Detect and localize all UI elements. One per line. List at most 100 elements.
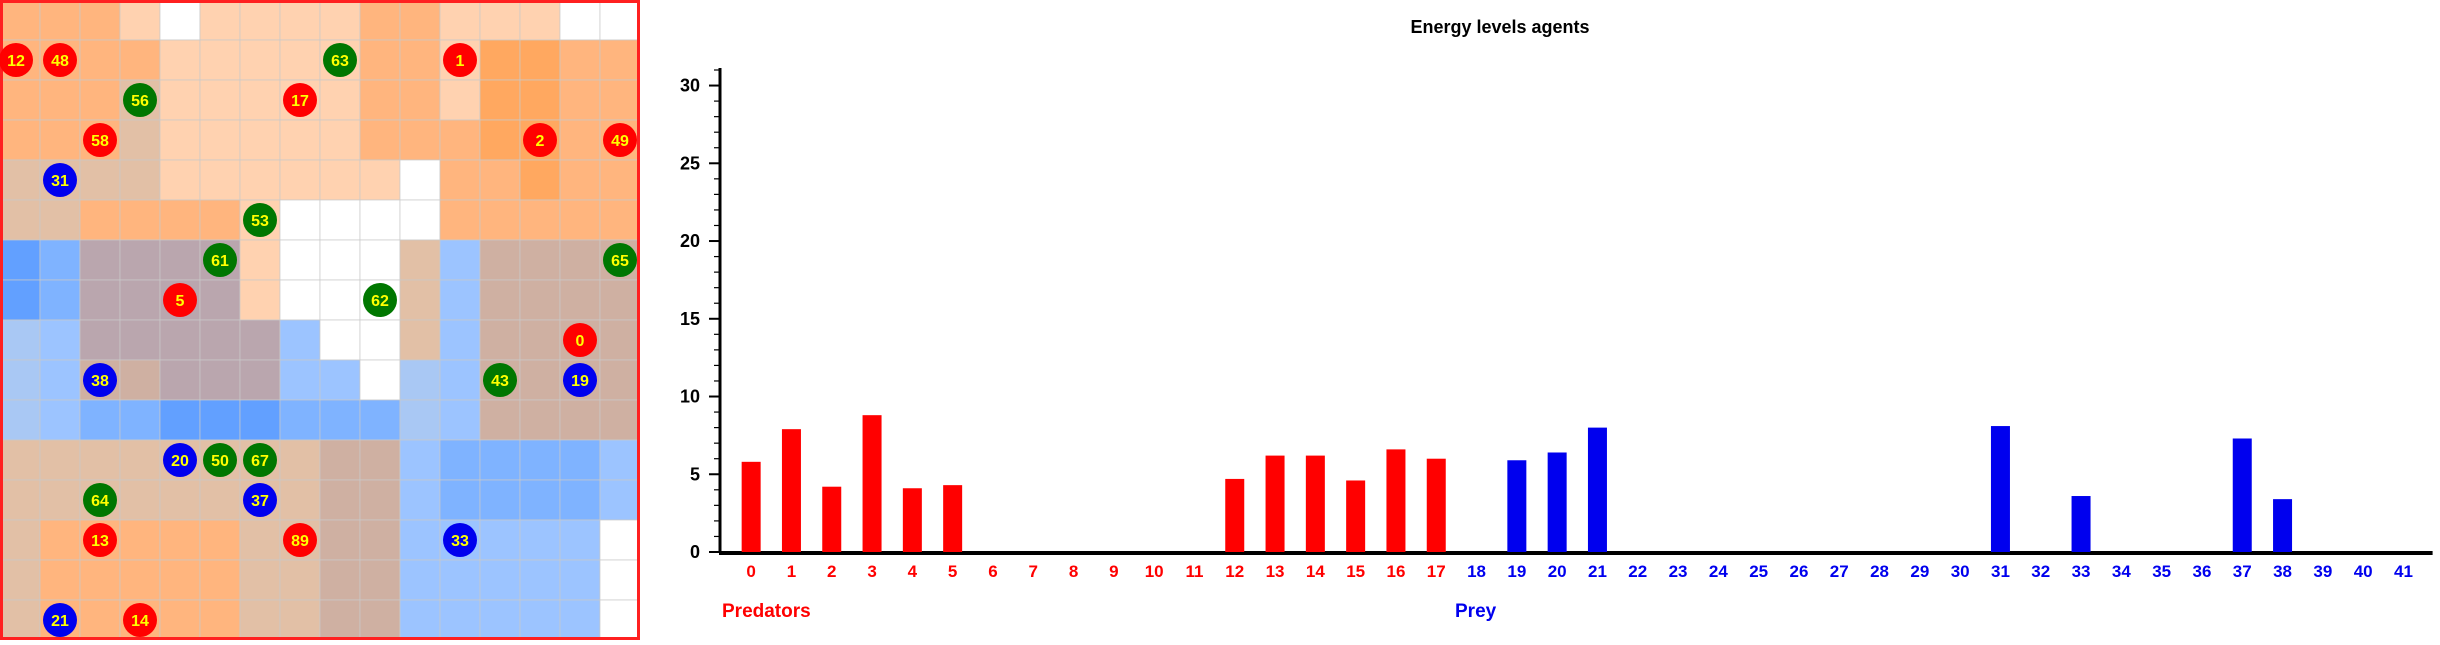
grid-cell: [439, 319, 481, 361]
x-tick-label: 15: [1346, 562, 1365, 581]
agent-predator: 5: [163, 283, 197, 317]
grid-cell: [519, 79, 561, 121]
grid-cell: [119, 319, 161, 361]
agent-prey: 61: [203, 243, 237, 277]
grid-cell: [199, 519, 241, 561]
grid-cell: [599, 319, 641, 361]
agent-blue: 38: [83, 363, 117, 397]
bar-33: [2071, 496, 2091, 552]
grid-cell: [279, 39, 321, 81]
grid-cell: [199, 79, 241, 121]
grid-cell: [599, 599, 641, 641]
grid-cell: [39, 559, 81, 601]
grid-cell: [399, 399, 441, 441]
agent-label: 13: [91, 533, 109, 550]
agent-marker: [203, 243, 237, 277]
x-tick-label: 25: [1749, 562, 1768, 581]
grid-cell: [599, 199, 641, 241]
x-tick-label: 21: [1588, 562, 1607, 581]
bars: [741, 415, 2293, 552]
agent-label: 50: [211, 453, 229, 470]
agent-marker: [443, 523, 477, 557]
agent-marker: [83, 363, 117, 397]
agent-label: 33: [451, 533, 469, 550]
bar-2: [822, 486, 842, 552]
grid-cell: [559, 479, 601, 521]
grid-cell: [319, 79, 361, 121]
grid-cell: [519, 599, 561, 641]
grid-cell: [239, 359, 281, 401]
grid-cell: [239, 519, 281, 561]
bar-15: [1346, 480, 1366, 552]
x-tick-label: 32: [2031, 562, 2050, 581]
agent-predator: 1: [443, 43, 477, 77]
x-tick-label: 2: [827, 562, 836, 581]
x-tick-label: 3: [867, 562, 876, 581]
grid-cell: [199, 119, 241, 161]
agent-marker: [83, 123, 117, 157]
grid-cell: [359, 359, 401, 401]
grid-cell: [399, 39, 441, 81]
grid-cell: [359, 239, 401, 281]
grid-cell: [159, 239, 201, 281]
grid-cell: [239, 599, 281, 641]
grid-cell: [0, 319, 41, 361]
grid-cell: [79, 39, 121, 81]
agent-label: 5: [176, 293, 185, 310]
grid-cell: [0, 479, 41, 521]
agent-marker: [603, 243, 637, 277]
agent-prey: 50: [203, 443, 237, 477]
agent-label: 0: [576, 333, 585, 350]
x-tick-label: 22: [1628, 562, 1647, 581]
grid-cell: [399, 79, 441, 121]
x-tick-label: 41: [2394, 562, 2413, 581]
grid-cell: [79, 399, 121, 441]
agent-label: 2: [536, 133, 545, 150]
grid-cell: [399, 359, 441, 401]
x-tick-label: 1: [787, 562, 796, 581]
grid-cell: [359, 199, 401, 241]
grid-cell: [479, 199, 521, 241]
grid-cell: [39, 79, 81, 121]
bar-5: [943, 485, 963, 552]
x-tick-label: 39: [2313, 562, 2332, 581]
agent-label: 89: [291, 533, 309, 550]
agent-marker: [83, 483, 117, 517]
agent-blue: 31: [43, 163, 77, 197]
x-tick-label: 7: [1029, 562, 1038, 581]
agent-marker: [603, 123, 637, 157]
grid-cell: [399, 319, 441, 361]
agent-prey: 62: [363, 283, 397, 317]
grid-cell: [159, 399, 201, 441]
grid-cell: [559, 239, 601, 281]
grid-cell: [119, 159, 161, 201]
grid-cell: [119, 0, 161, 41]
grid-cell: [359, 479, 401, 521]
agent-label: 61: [211, 253, 229, 270]
y-tick-label: 25: [680, 153, 700, 173]
grid-cell: [519, 399, 561, 441]
grid-cell: [439, 79, 481, 121]
x-tick-label: 0: [746, 562, 755, 581]
agent-label: 43: [491, 373, 509, 390]
x-tick-label: 19: [1507, 562, 1526, 581]
grid-cell: [479, 559, 521, 601]
agent-label: 12: [7, 53, 25, 70]
grid-cell: [119, 239, 161, 281]
grid-cell: [479, 479, 521, 521]
agent-marker: [203, 443, 237, 477]
grid-cell: [479, 159, 521, 201]
agent-label: 53: [251, 213, 269, 230]
grid-cell: [279, 359, 321, 401]
grid-cell: [359, 79, 401, 121]
grid-cell: [399, 559, 441, 601]
grid-cell: [319, 559, 361, 601]
agent-predator: 58: [83, 123, 117, 157]
grid-cell: [279, 199, 321, 241]
grid-cell: [439, 119, 481, 161]
grid-cell: [519, 519, 561, 561]
grid-cell: [359, 39, 401, 81]
agent-label: 38: [91, 373, 109, 390]
grid-cell: [319, 239, 361, 281]
